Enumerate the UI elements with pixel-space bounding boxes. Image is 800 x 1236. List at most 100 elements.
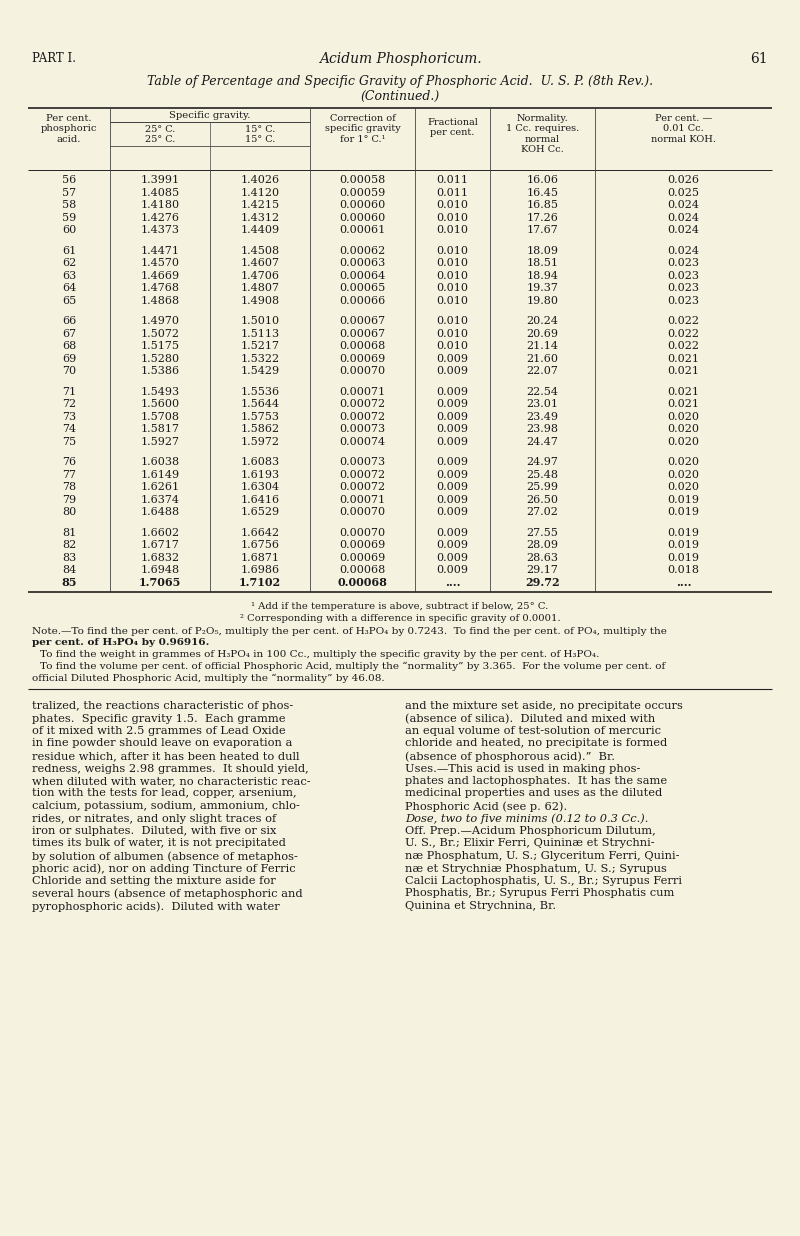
Text: 1.5753: 1.5753 (241, 412, 279, 421)
Text: 73: 73 (62, 412, 76, 421)
Text: 23.98: 23.98 (526, 424, 558, 434)
Text: 0.023: 0.023 (667, 283, 699, 293)
Text: 0.00061: 0.00061 (339, 225, 386, 235)
Text: 1.4807: 1.4807 (241, 283, 279, 293)
Text: 18.94: 18.94 (526, 271, 558, 281)
Text: 59: 59 (62, 213, 76, 222)
Text: 0.00059: 0.00059 (339, 188, 386, 198)
Text: 82: 82 (62, 540, 76, 550)
Text: several hours (absence of metaphosphoric and: several hours (absence of metaphosphoric… (32, 889, 302, 899)
Text: 1.4120: 1.4120 (241, 188, 279, 198)
Text: 26.50: 26.50 (526, 494, 558, 504)
Text: 61: 61 (62, 246, 76, 256)
Text: 1.4180: 1.4180 (141, 200, 179, 210)
Text: phates and lactophosphates.  It has the same: phates and lactophosphates. It has the s… (405, 776, 667, 786)
Text: 1.6642: 1.6642 (241, 528, 279, 538)
Text: (absence of silica).  Diluted and mixed with: (absence of silica). Diluted and mixed w… (405, 713, 655, 724)
Text: 0.020: 0.020 (667, 424, 699, 434)
Text: 0.009: 0.009 (437, 494, 469, 504)
Text: an equal volume of test-solution of mercuric: an equal volume of test-solution of merc… (405, 726, 661, 735)
Text: pyrophosphoric acids).  Diluted with water: pyrophosphoric acids). Diluted with wate… (32, 901, 280, 912)
Text: 0.00072: 0.00072 (339, 482, 386, 492)
Text: 1.5862: 1.5862 (241, 424, 279, 434)
Text: PART I.: PART I. (32, 52, 76, 66)
Text: tion with the tests for lead, copper, arsenium,: tion with the tests for lead, copper, ar… (32, 789, 297, 798)
Text: 0.009: 0.009 (437, 552, 469, 562)
Text: ¹ Add if the temperature is above, subtract if below, 25° C.: ¹ Add if the temperature is above, subtr… (251, 602, 549, 611)
Text: 84: 84 (62, 565, 76, 575)
Text: 0.00068: 0.00068 (339, 565, 386, 575)
Text: 1.5493: 1.5493 (141, 387, 179, 397)
Text: 0.00069: 0.00069 (339, 540, 386, 550)
Text: 0.025: 0.025 (667, 188, 699, 198)
Text: 28.09: 28.09 (526, 540, 558, 550)
Text: næ et Strychniæ Phosphatum, U. S.; Syrupus: næ et Strychniæ Phosphatum, U. S.; Syrup… (405, 864, 667, 874)
Text: 0.00073: 0.00073 (339, 424, 386, 434)
Text: official Diluted Phosphoric Acid, multiply the “normality” by 46.08.: official Diluted Phosphoric Acid, multip… (32, 674, 385, 684)
Text: ....: .... (445, 577, 460, 588)
Text: 1.4508: 1.4508 (241, 246, 279, 256)
Text: 76: 76 (62, 457, 76, 467)
Text: 1.6756: 1.6756 (241, 540, 279, 550)
Text: 0.010: 0.010 (437, 258, 469, 268)
Text: 0.010: 0.010 (437, 225, 469, 235)
Text: 0.00073: 0.00073 (339, 457, 386, 467)
Text: 0.009: 0.009 (437, 457, 469, 467)
Text: 0.023: 0.023 (667, 258, 699, 268)
Text: 62: 62 (62, 258, 76, 268)
Text: 16.06: 16.06 (526, 176, 558, 185)
Text: 1.4570: 1.4570 (141, 258, 179, 268)
Text: 0.00070: 0.00070 (339, 528, 386, 538)
Text: tralized, the reactions characteristic of phos-: tralized, the reactions characteristic o… (32, 701, 294, 711)
Text: 24.97: 24.97 (526, 457, 558, 467)
Text: 28.63: 28.63 (526, 552, 558, 562)
Text: 1.6374: 1.6374 (141, 494, 179, 504)
Text: 70: 70 (62, 366, 76, 376)
Text: medicinal properties and uses as the diluted: medicinal properties and uses as the dil… (405, 789, 662, 798)
Text: 1.4970: 1.4970 (141, 316, 179, 326)
Text: 80: 80 (62, 507, 76, 517)
Text: 0.019: 0.019 (667, 552, 699, 562)
Text: 0.009: 0.009 (437, 528, 469, 538)
Text: 74: 74 (62, 424, 76, 434)
Text: 0.009: 0.009 (437, 353, 469, 363)
Text: 1.6717: 1.6717 (141, 540, 179, 550)
Text: 1.5644: 1.5644 (241, 399, 279, 409)
Text: 0.009: 0.009 (437, 436, 469, 446)
Text: 0.022: 0.022 (667, 341, 699, 351)
Text: ....: .... (676, 577, 691, 588)
Text: by solution of albumen (absence of metaphos-: by solution of albumen (absence of metap… (32, 852, 298, 861)
Text: 1.5708: 1.5708 (141, 412, 179, 421)
Text: (Continued.): (Continued.) (360, 90, 440, 103)
Text: in fine powder should leave on evaporation a: in fine powder should leave on evaporati… (32, 738, 292, 749)
Text: 17.26: 17.26 (526, 213, 558, 222)
Text: 0.023: 0.023 (667, 271, 699, 281)
Text: 1.6083: 1.6083 (241, 457, 279, 467)
Text: 1.5175: 1.5175 (141, 341, 179, 351)
Text: 1.6261: 1.6261 (141, 482, 179, 492)
Text: times its bulk of water, it is not precipitated: times its bulk of water, it is not preci… (32, 838, 286, 848)
Text: Per cent. —
0.01 Cc.
normal KOH.: Per cent. — 0.01 Cc. normal KOH. (651, 114, 716, 143)
Text: 85: 85 (62, 577, 77, 588)
Text: residue which, after it has been heated to dull: residue which, after it has been heated … (32, 751, 299, 761)
Text: 15° C.
15° C.: 15° C. 15° C. (245, 125, 275, 145)
Text: 20.69: 20.69 (526, 329, 558, 339)
Text: 0.020: 0.020 (667, 482, 699, 492)
Text: 1.6416: 1.6416 (241, 494, 279, 504)
Text: Phosphoric Acid (see p. 62).: Phosphoric Acid (see p. 62). (405, 801, 567, 812)
Text: 1.4908: 1.4908 (241, 295, 279, 305)
Text: 0.010: 0.010 (437, 200, 469, 210)
Text: ² Corresponding with a difference in specific gravity of 0.0001.: ² Corresponding with a difference in spe… (240, 614, 560, 623)
Text: 1.4409: 1.4409 (241, 225, 279, 235)
Text: 0.021: 0.021 (667, 387, 699, 397)
Text: 1.4312: 1.4312 (241, 213, 279, 222)
Text: 23.49: 23.49 (526, 412, 558, 421)
Text: Phosphatis, Br.; Syrupus Ferri Phosphatis cum: Phosphatis, Br.; Syrupus Ferri Phosphati… (405, 889, 674, 899)
Text: To find the weight in grammes of H₃PO₄ in 100 Cc., multiply the specific gravity: To find the weight in grammes of H₃PO₄ i… (40, 650, 599, 659)
Text: 75: 75 (62, 436, 76, 446)
Text: 66: 66 (62, 316, 76, 326)
Text: 1.4607: 1.4607 (241, 258, 279, 268)
Text: 1.4026: 1.4026 (241, 176, 279, 185)
Text: 21.60: 21.60 (526, 353, 558, 363)
Text: phates.  Specific gravity 1.5.  Each gramme: phates. Specific gravity 1.5. Each gramm… (32, 713, 286, 723)
